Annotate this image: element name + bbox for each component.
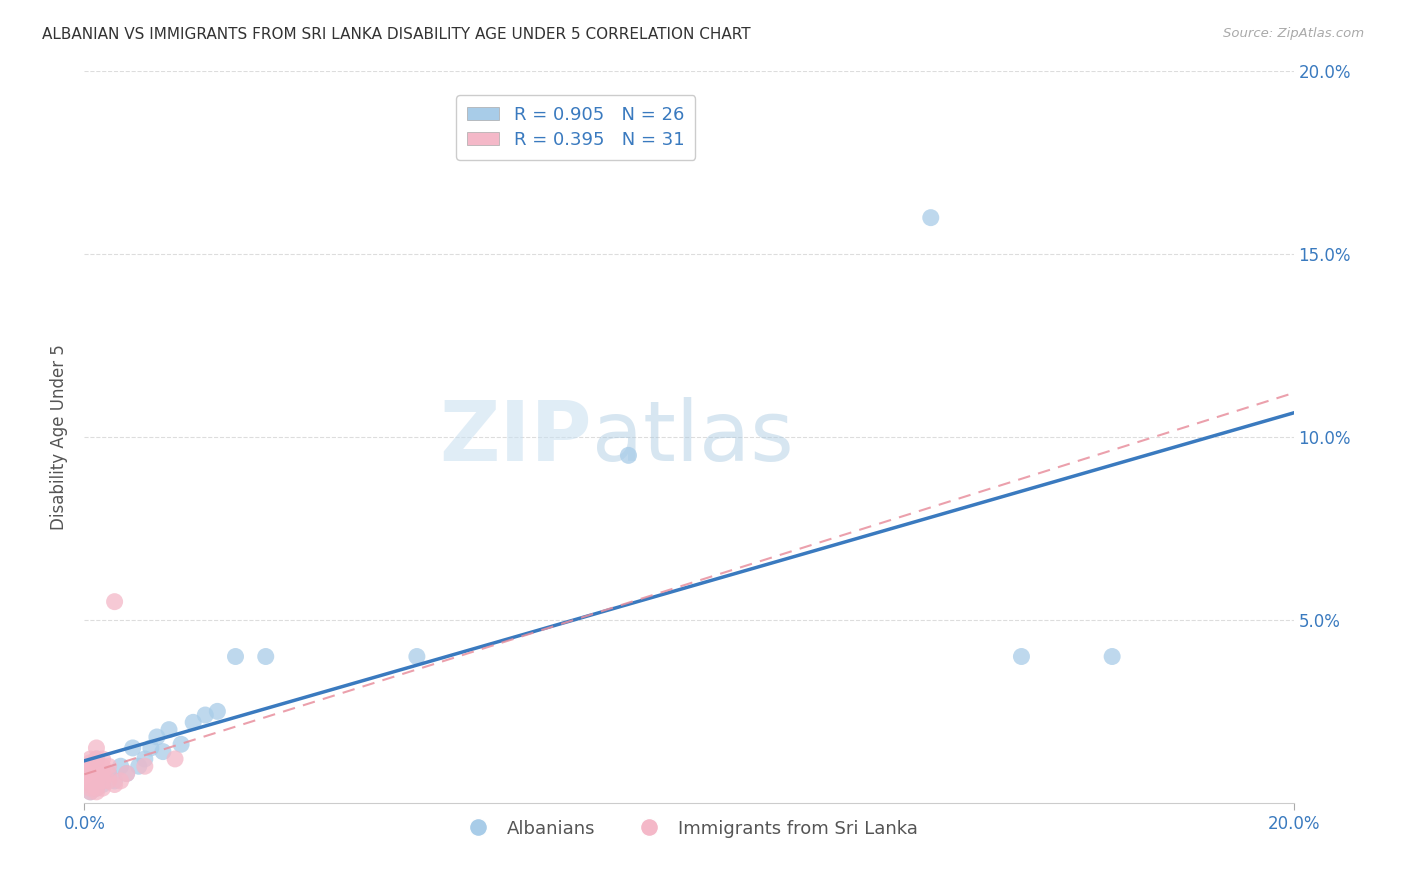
Point: [110, 759, 132, 773]
Point: [134, 752, 156, 766]
Point: [79, 785, 101, 799]
Point: [146, 730, 169, 744]
Point: [91, 759, 114, 773]
Point: [139, 740, 162, 755]
Point: [97, 766, 120, 780]
Point: [79, 766, 101, 780]
Text: ALBANIAN VS IMMIGRANTS FROM SRI LANKA DISABILITY AGE UNDER 5 CORRELATION CHART: ALBANIAN VS IMMIGRANTS FROM SRI LANKA DI…: [42, 27, 751, 42]
Point: [79, 759, 101, 773]
Point: [1011, 649, 1033, 664]
Text: ZIP: ZIP: [440, 397, 592, 477]
Point: [1101, 649, 1123, 664]
Point: [86, 785, 108, 799]
Point: [194, 708, 217, 723]
Point: [91, 766, 114, 780]
Point: [91, 752, 114, 766]
Point: [91, 781, 114, 796]
Point: [79, 773, 101, 788]
Point: [406, 649, 429, 664]
Point: [121, 740, 143, 755]
Point: [97, 773, 120, 788]
Point: [86, 781, 108, 796]
Point: [920, 211, 942, 225]
Point: [86, 752, 108, 766]
Point: [115, 766, 138, 780]
Text: atlas: atlas: [592, 397, 794, 477]
Point: [104, 778, 127, 792]
Point: [79, 763, 101, 777]
Legend: Albanians, Immigrants from Sri Lanka: Albanians, Immigrants from Sri Lanka: [453, 813, 925, 845]
Point: [86, 740, 108, 755]
Point: [86, 759, 108, 773]
Point: [86, 781, 108, 796]
Point: [225, 649, 247, 664]
Point: [152, 745, 174, 759]
Point: [254, 649, 277, 664]
Y-axis label: Disability Age Under 5: Disability Age Under 5: [49, 344, 67, 530]
Point: [617, 448, 640, 462]
Point: [86, 752, 108, 766]
Point: [104, 773, 127, 788]
Point: [97, 766, 120, 780]
Point: [91, 773, 114, 788]
Point: [79, 756, 101, 770]
Point: [207, 705, 229, 719]
Point: [115, 766, 138, 780]
Point: [128, 759, 150, 773]
Point: [97, 759, 120, 773]
Point: [91, 778, 114, 792]
Point: [181, 715, 204, 730]
Point: [79, 778, 101, 792]
Point: [157, 723, 180, 737]
Point: [86, 766, 108, 780]
Point: [104, 594, 127, 608]
Text: Source: ZipAtlas.com: Source: ZipAtlas.com: [1223, 27, 1364, 40]
Point: [79, 781, 101, 796]
Point: [79, 770, 101, 784]
Point: [165, 752, 187, 766]
Point: [134, 759, 156, 773]
Point: [170, 737, 193, 751]
Point: [79, 785, 101, 799]
Point: [110, 773, 132, 788]
Point: [79, 752, 101, 766]
Point: [86, 773, 108, 788]
